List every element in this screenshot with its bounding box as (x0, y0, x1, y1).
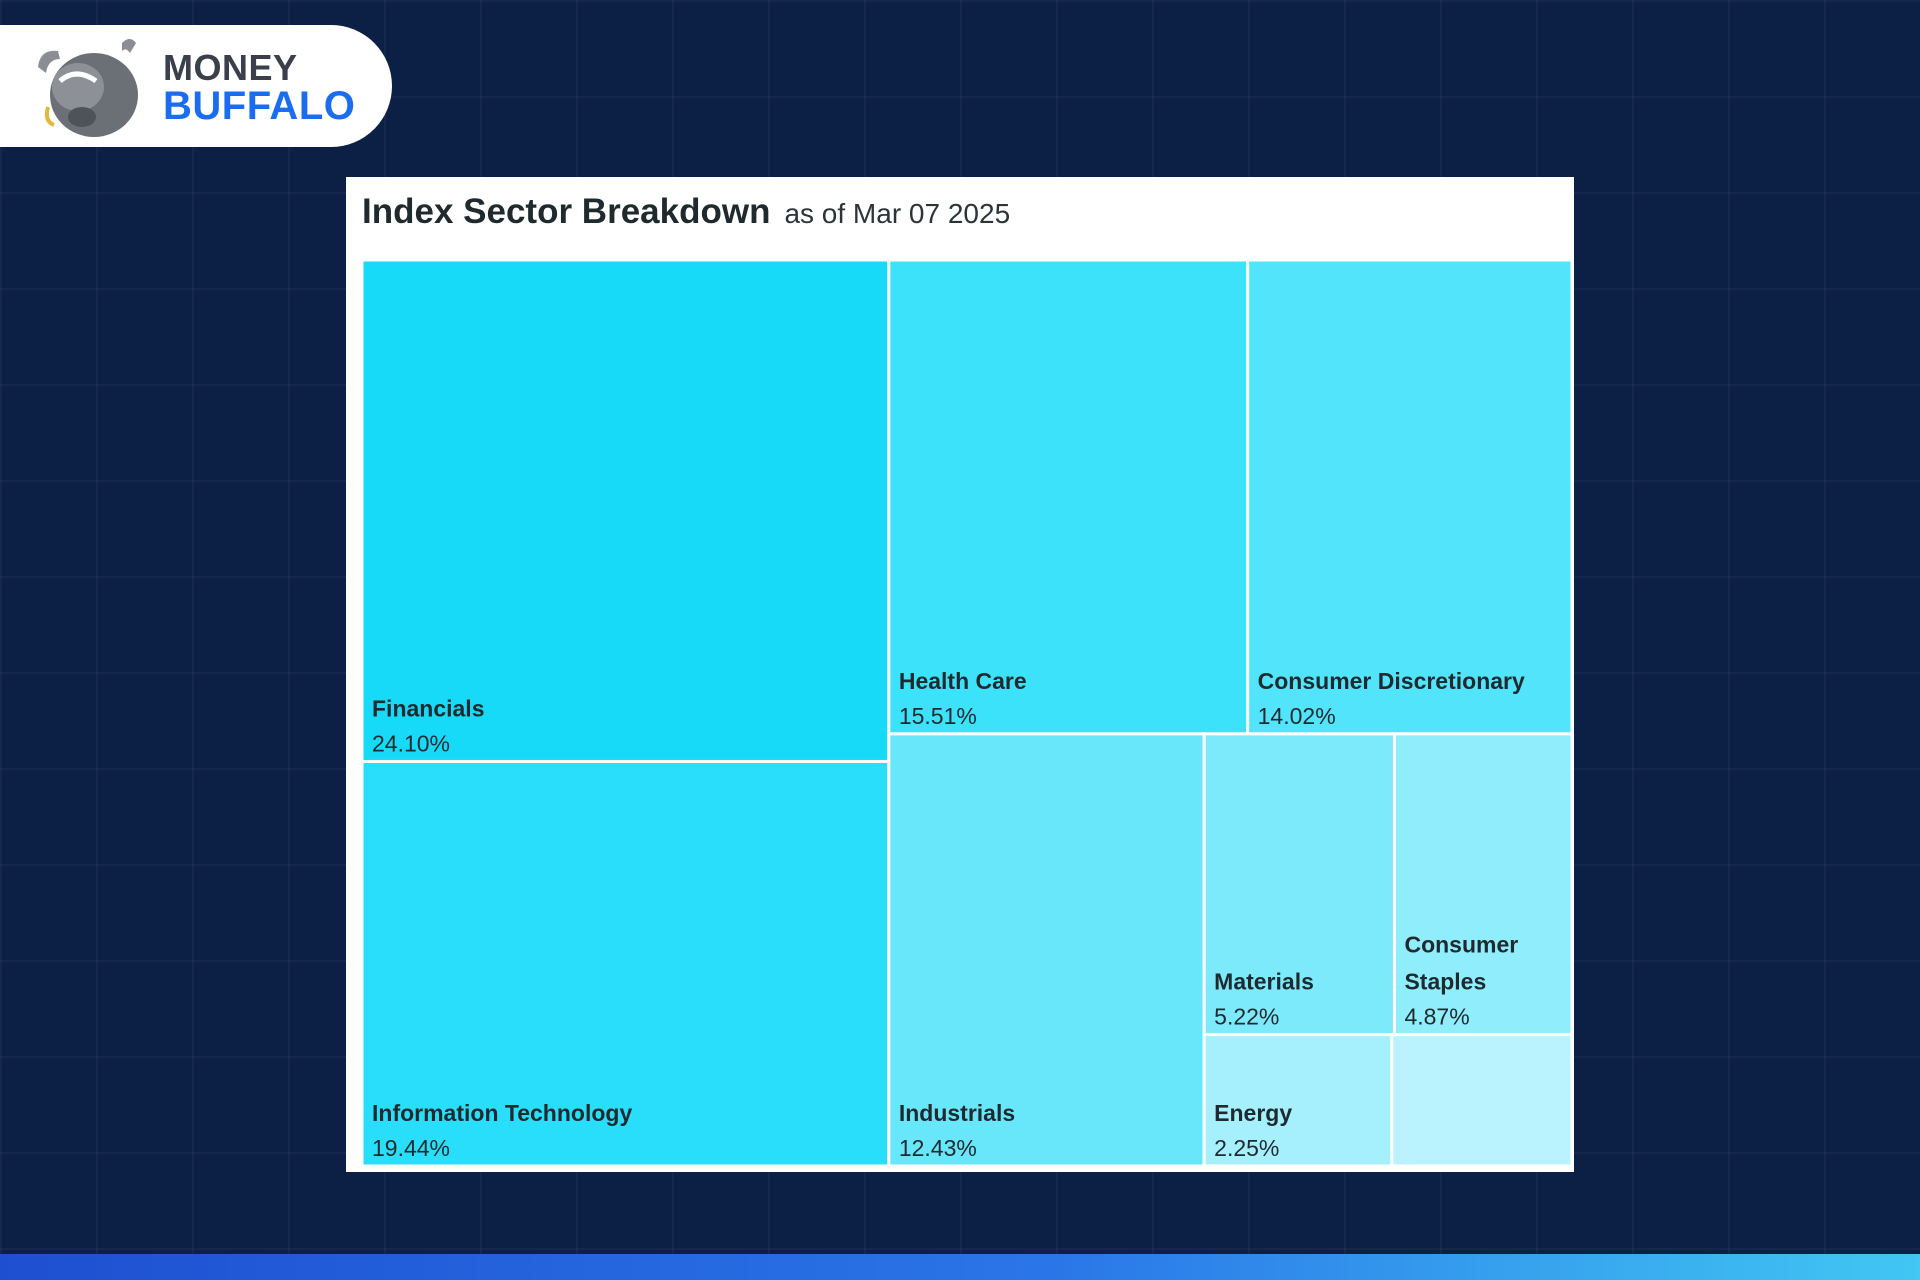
treemap-cell-financials[interactable] (362, 260, 891, 763)
treemap-chart: Financials 24.10% Information Technology 19… (362, 260, 1572, 1166)
treemap-value-consumer-discretionary: 14.02% (1258, 703, 1336, 729)
treemap-value-materials: 5.22% (1214, 1004, 1279, 1030)
chart-title-row: Index Sector Breakdown as of Mar 07 2025 (362, 187, 1010, 244)
treemap-label-financials: Financials (372, 695, 484, 721)
bottom-gradient-bar (0, 1254, 1920, 1280)
treemap-value-industrials: 12.43% (899, 1135, 977, 1161)
logo-text-buffalo: BUFFALO (163, 84, 356, 128)
treemap-cell-information-technology[interactable] (362, 759, 891, 1166)
treemap-label-consumer-discretionary: Consumer Discretionary (1258, 668, 1525, 694)
treemap-value-health-care: 15.51% (899, 703, 977, 729)
treemap-label-consumer-staples-line1: Consumer (1404, 932, 1518, 958)
logo-text-money: MONEY (163, 47, 298, 88)
chart-title: Index Sector Breakdown (362, 192, 771, 231)
treemap-label-health-care: Health Care (899, 668, 1027, 694)
treemap-cell-materials[interactable] (1202, 732, 1396, 1037)
treemap-label-materials: Materials (1214, 969, 1314, 995)
treemap-cell-consumer-staples[interactable] (1392, 732, 1572, 1037)
buffalo-icon (38, 39, 138, 137)
chart-subtitle: as of Mar 07 2025 (784, 198, 1011, 229)
treemap-cell-unlabeled[interactable] (1390, 1033, 1572, 1166)
treemap-value-consumer-staples: 4.87% (1404, 1004, 1469, 1030)
treemap-label-consumer-staples-line2: Staples (1404, 969, 1486, 995)
treemap-label-information-technology: Information Technology (372, 1100, 632, 1126)
treemap-cell-health-care[interactable] (887, 260, 1250, 736)
treemap-label-industrials: Industrials (899, 1100, 1015, 1126)
treemap-value-financials: 24.10% (372, 730, 450, 756)
treemap-cell-industrials[interactable] (887, 732, 1206, 1166)
treemap-value-energy: 2.25% (1214, 1135, 1279, 1161)
treemap-value-information-technology: 19.44% (372, 1135, 450, 1161)
treemap-label-energy: Energy (1214, 1100, 1292, 1126)
treemap-cell-consumer-discretionary[interactable] (1246, 260, 1572, 736)
brand-logo: MONEY BUFFALO (0, 25, 392, 147)
